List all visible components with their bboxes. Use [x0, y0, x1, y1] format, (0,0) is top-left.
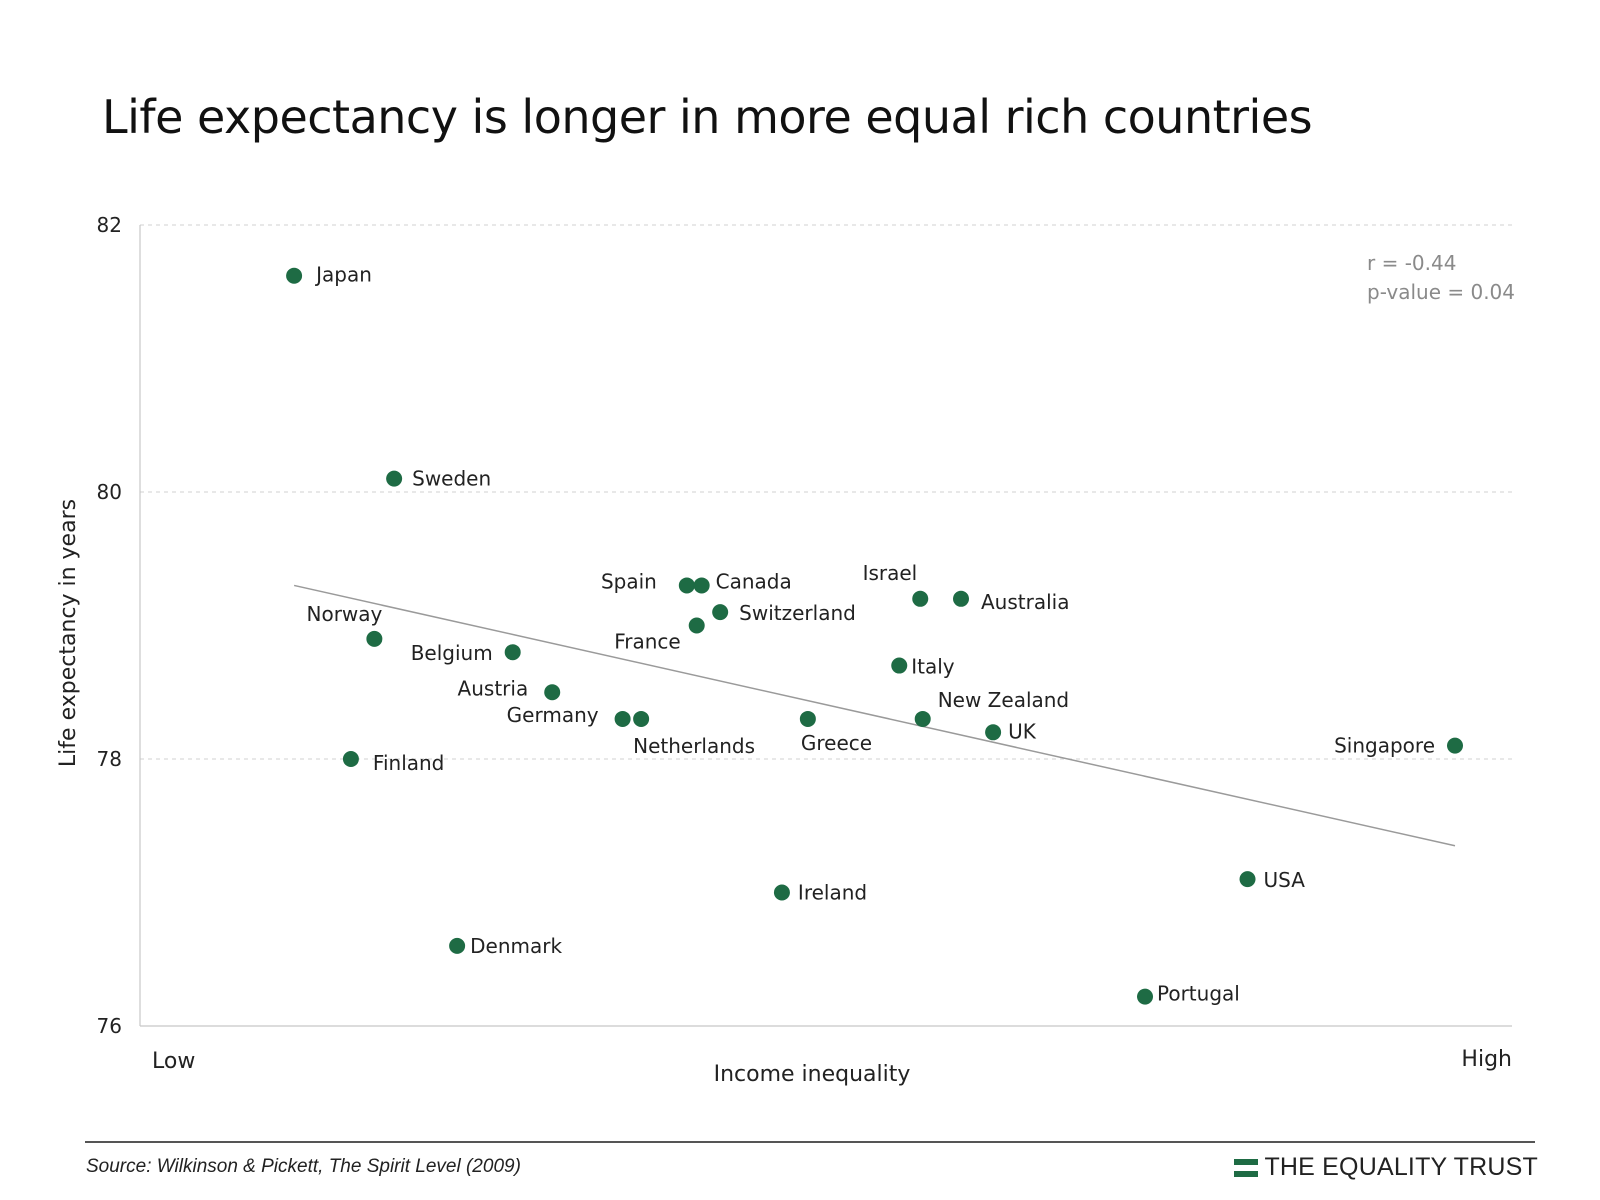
- point-canada: [693, 577, 710, 594]
- text-layer: Life expectancy in years Income inequali…: [56, 251, 1515, 1087]
- point-label-germany: Germany: [507, 703, 599, 727]
- point-label-canada: Canada: [716, 569, 792, 593]
- point-label-uk: UK: [1008, 719, 1037, 743]
- chart-title: Life expectancy is longer in more equal …: [102, 90, 1313, 144]
- point-label-usa: USA: [1264, 868, 1306, 892]
- point-greece: [799, 710, 816, 727]
- point-label-norway: Norway: [307, 602, 383, 626]
- point-switzerland: [712, 604, 729, 621]
- y-tick-label-82: 82: [97, 213, 122, 237]
- y-axis-title: Life expectancy in years: [56, 499, 81, 767]
- trend-line: [293, 584, 1456, 847]
- point-label-greece: Greece: [801, 731, 872, 755]
- point-sweden: [386, 470, 403, 487]
- points-layer: [286, 267, 1463, 1005]
- point-singapore: [1447, 737, 1463, 754]
- brand-name: THE EQUALITY TRUST: [1264, 1153, 1538, 1181]
- point-label-italy: Italy: [911, 655, 955, 679]
- point-norway: [366, 630, 383, 647]
- point-netherlands: [633, 710, 650, 727]
- point-portugal: [1137, 988, 1154, 1005]
- point-usa: [1239, 871, 1256, 888]
- point-germany: [614, 710, 631, 727]
- point-italy: [891, 657, 908, 674]
- y-tick-label-80: 80: [97, 480, 122, 504]
- point-label-australia: Australia: [981, 590, 1069, 614]
- point-austria: [544, 684, 561, 701]
- p-value: p-value = 0.04: [1367, 280, 1515, 304]
- point-belgium: [504, 644, 521, 661]
- correlation-r: r = -0.44: [1367, 251, 1456, 275]
- point-spain: [678, 577, 695, 594]
- point-label-sweden: Sweden: [412, 467, 491, 491]
- trend-layer: [293, 584, 1456, 847]
- point-ireland: [773, 884, 790, 901]
- source-citation: Source: Wilkinson & Pickett, The Spirit …: [86, 1156, 521, 1177]
- point-label-japan: Japan: [314, 263, 372, 287]
- point-finland: [342, 751, 359, 767]
- point-label-portugal: Portugal: [1157, 982, 1240, 1006]
- point-label-finland: Finland: [373, 751, 444, 775]
- point-label-israel: Israel: [863, 561, 918, 585]
- point-label-austria: Austria: [458, 676, 529, 700]
- point-label-belgium: Belgium: [411, 641, 493, 665]
- y-tick-label-76: 76: [97, 1014, 122, 1038]
- footer-divider: [85, 1141, 1535, 1143]
- point-new-zealand: [914, 710, 931, 727]
- point-label-denmark: Denmark: [470, 934, 562, 958]
- point-label-singapore: Singapore: [1334, 734, 1435, 758]
- point-denmark: [449, 937, 466, 954]
- point-australia: [953, 590, 969, 607]
- grid-layer: 82 80 78 76: [97, 213, 1512, 1038]
- equals-icon: [1234, 1158, 1259, 1177]
- point-label-spain: Spain: [601, 569, 657, 593]
- x-axis-title: Income inequality: [714, 1062, 911, 1087]
- point-france: [688, 617, 705, 634]
- scatter-chart: 82 80 78 76 Life expectancy in years Income…: [56, 213, 1515, 1087]
- point-label-netherlands: Netherlands: [633, 734, 755, 758]
- x-high-label: High: [1461, 1047, 1512, 1072]
- brand-logo: THE EQUALITY TRUST: [1234, 1153, 1538, 1182]
- point-japan: [286, 267, 303, 284]
- point-label-new-zealand: New Zealand: [938, 688, 1069, 712]
- point-label-switzerland: Switzerland: [739, 601, 856, 625]
- point-label-france: France: [614, 630, 681, 654]
- point-uk: [985, 724, 1002, 741]
- x-low-label: Low: [152, 1049, 195, 1074]
- point-label-ireland: Ireland: [798, 881, 867, 905]
- y-tick-label-78: 78: [97, 747, 122, 771]
- point-israel: [912, 590, 929, 607]
